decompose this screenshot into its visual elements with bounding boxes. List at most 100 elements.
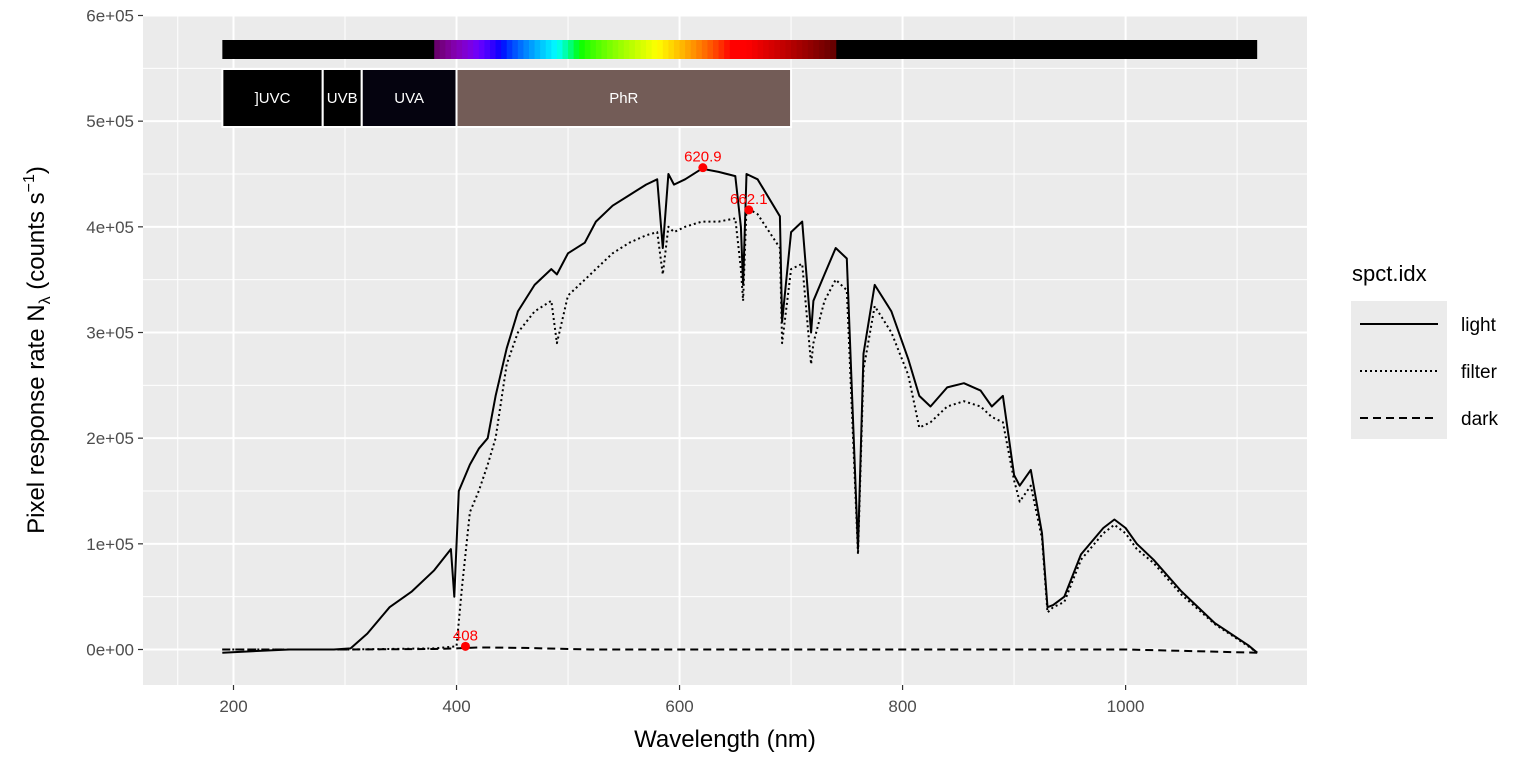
spectrum-bar-segment	[640, 40, 647, 59]
y-axis-title-prefix: Pixel response rate N	[23, 304, 50, 533]
spectrum-bar-segment	[735, 40, 742, 59]
y-tick-label: 2e+05	[86, 429, 134, 448]
x-axis-ticks: 200 400 600 800 1000	[219, 685, 1145, 716]
y-tick-label: 6e+05	[86, 7, 134, 26]
spectrum-bar-segment	[729, 40, 736, 59]
spectrum-bar-segment	[450, 40, 458, 59]
y-axis-title: Pixel response rate Nλ (counts s−1)	[21, 166, 54, 534]
spectrum-bar-segment	[779, 40, 787, 59]
spectrum-bar-segment	[434, 40, 441, 59]
spectrum-bar-segment	[763, 40, 770, 59]
x-tick-label: 600	[665, 697, 693, 716]
spectrum-bar-segment	[629, 40, 636, 59]
peak-label: 620.9	[684, 149, 722, 166]
x-tick-label: 1000	[1107, 697, 1145, 716]
spectrum-bar-segment	[690, 40, 697, 59]
data-series	[222, 167, 1258, 654]
spectrum-bar-segment	[467, 40, 474, 59]
legend-title: spct.idx	[1352, 261, 1427, 286]
y-tick-label: 4e+05	[86, 218, 134, 237]
spectrum-bar-segment	[584, 40, 591, 59]
peak-label: 408	[453, 627, 478, 644]
spectrum-bar-segment	[478, 40, 486, 59]
wavelength-band-boxes: ]UVC UVB UVA PhR	[221, 68, 793, 128]
peak-marker	[698, 163, 708, 173]
spectrum-bar-segment	[713, 40, 720, 59]
spectrum-bar-segment	[495, 40, 502, 59]
peak-annotations: 620.9 662.1 408	[453, 149, 768, 651]
spectrum-bar-segment	[718, 40, 725, 59]
y-axis-ticks: 0e+00 1e+05 2e+05 3e+05 4e+05 5e+05 6e+05	[86, 7, 143, 660]
spectrum-bar-segment	[529, 40, 536, 59]
peak-marker	[744, 205, 754, 215]
y-tick-label: 5e+05	[86, 112, 134, 131]
spectrum-bar-segment	[634, 40, 642, 59]
spectrum-bar-segment	[545, 40, 552, 59]
spectrum-bar-segment	[462, 40, 469, 59]
spectrum-bar-segment	[791, 40, 798, 59]
spectrum-bar-segment	[512, 40, 519, 59]
spectrum-bar-segment	[813, 40, 820, 59]
spectrum-bar-segment	[484, 40, 491, 59]
spectrum-bar-segment	[551, 40, 558, 59]
spectrum-bar-segment	[651, 40, 658, 59]
series-line-dark	[222, 646, 1258, 654]
spectrum-bar-segment	[607, 40, 614, 59]
legend-entries: light filter dark	[1360, 315, 1498, 430]
spectrum-bar-segment	[768, 40, 775, 59]
spectrum-bar-segment	[523, 40, 530, 59]
y-tick-label: 1e+05	[86, 535, 134, 554]
peak-marker	[460, 641, 470, 651]
spectrum-bar-segment	[807, 40, 814, 59]
spectrum-bar-segment	[556, 40, 564, 59]
spectrum-bar-segment	[517, 40, 525, 59]
y-axis-title-superscript: −1	[21, 174, 38, 192]
spectrum-bar-segment	[445, 40, 452, 59]
band-label: PhR	[609, 90, 638, 107]
x-axis-title: Wavelength (nm)	[634, 726, 816, 753]
spectrum-bar-segment	[506, 40, 513, 59]
spectrum-bar-segment	[830, 40, 837, 59]
x-tick-label: 200	[219, 697, 247, 716]
spectrum-bar-segment	[746, 40, 753, 59]
spectrum-bar-segment	[573, 40, 580, 59]
spectrum-bar-segment	[696, 40, 703, 59]
legend-label-light: light	[1461, 315, 1497, 336]
spectrum-bar-segment	[657, 40, 664, 59]
spectrum-bar-segment	[685, 40, 692, 59]
spectrum-bar-segment	[668, 40, 675, 59]
peak-label: 662.1	[730, 191, 768, 208]
spectrum-bar-segment	[774, 40, 781, 59]
spectrum-bar-segment	[707, 40, 714, 59]
x-tick-label: 400	[442, 697, 470, 716]
spectrum-bar-segment	[579, 40, 586, 59]
spectrum-bar-segment	[540, 40, 547, 59]
spectrum-bar-segment	[595, 40, 603, 59]
spectrum-bar-segment	[590, 40, 597, 59]
spectrum-bar-segment	[802, 40, 809, 59]
x-tick-label: 800	[888, 697, 916, 716]
spectrum-bar-segment	[562, 40, 569, 59]
spectrum-bar-segment	[618, 40, 625, 59]
spectrum-bar-segment	[752, 40, 759, 59]
y-axis-title-subscript: λ	[37, 296, 54, 304]
spectrum-bar-segment	[601, 40, 608, 59]
spectrum-bar-segment	[785, 40, 792, 59]
spectrum-bar-segment	[534, 40, 541, 59]
y-axis-title-unit: (counts s	[23, 192, 50, 296]
spectrum-bar-segment	[439, 40, 446, 59]
series-line-light	[222, 167, 1258, 654]
band-label: ]UVC	[255, 90, 291, 107]
spectrum-bar-segment	[501, 40, 508, 59]
spectrum-bar-segment	[818, 40, 826, 59]
visible-spectrum-bar	[222, 40, 1258, 59]
y-tick-label: 0e+00	[86, 641, 134, 660]
spectrum-bar-segment	[489, 40, 497, 59]
spectrum-bar-segment	[701, 40, 709, 59]
legend: spct.idx light filter dark	[1351, 261, 1498, 439]
y-axis-title-close: )	[23, 166, 50, 174]
band-box	[455, 68, 793, 128]
spectrum-bar-segment	[456, 40, 463, 59]
spectrum-bar-segment	[646, 40, 653, 59]
